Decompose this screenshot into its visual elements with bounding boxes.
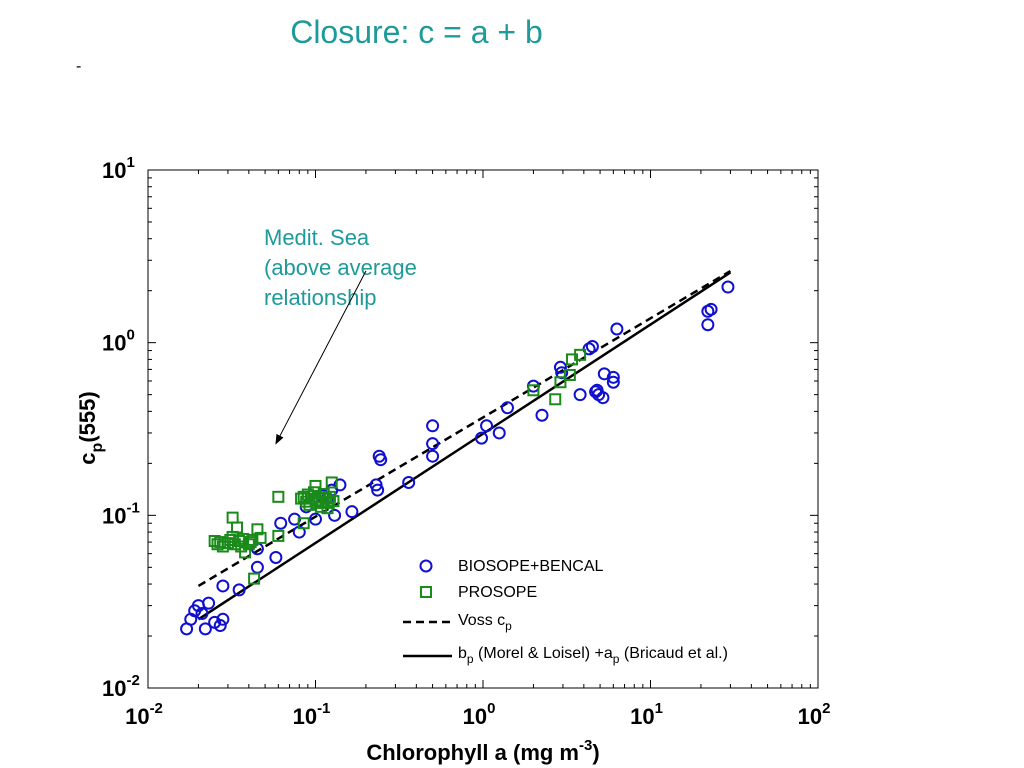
prosope-point — [549, 393, 562, 406]
prosope-point — [231, 521, 244, 534]
x-tick-label: 102 — [798, 700, 831, 729]
x-tick-label: 101 — [630, 700, 663, 729]
legend: BIOSOPE+BENCAL PROSOPE Voss cp​ bp​ (Morel … — [403, 558, 728, 666]
y-tick-label: 10-2 — [102, 672, 140, 701]
biosope-point — [374, 453, 388, 467]
x-tick-label: 10-1 — [293, 700, 331, 729]
prosope-point — [248, 572, 261, 585]
biosope-point — [402, 475, 416, 489]
biosope-point — [500, 401, 514, 415]
biosope-point — [585, 340, 599, 354]
biosope-point — [606, 375, 620, 389]
biosope-point — [328, 508, 342, 522]
biosope-point — [216, 579, 230, 593]
biosope-point — [535, 408, 549, 422]
biosope-point — [269, 550, 283, 564]
annotation-text: (above average — [264, 255, 417, 280]
biosope-point — [480, 419, 494, 433]
prosope-point — [563, 368, 576, 381]
annotation-text: Medit. Sea — [264, 225, 370, 250]
prosope-point — [297, 517, 310, 530]
biosope-point — [492, 426, 506, 440]
prosope-point — [554, 376, 567, 389]
biosope-point — [573, 388, 587, 402]
biosope-point — [701, 318, 715, 332]
biosope-point — [345, 505, 359, 519]
legend-marker-circle — [419, 559, 433, 573]
biosope-point — [195, 607, 209, 621]
biosope-point — [426, 419, 440, 433]
prosope-point — [325, 476, 338, 489]
prosope-point — [327, 495, 340, 508]
y-axis-label: cp(555) — [75, 391, 106, 464]
biosope-point — [610, 322, 624, 336]
biosope-point — [426, 437, 440, 451]
biosope-point — [250, 560, 264, 574]
biosope-point — [216, 612, 230, 626]
prosope-point — [272, 490, 285, 503]
voss-line — [197, 269, 732, 588]
legend-label: bp​ (Morel & Loisel) +ap​ (Bricaud et al… — [458, 645, 728, 666]
legend-label: PROSOPE — [458, 584, 537, 601]
prosope-point — [226, 511, 239, 524]
x-tick-label: 100 — [463, 700, 496, 729]
y-tick-label: 10-1 — [102, 499, 140, 528]
biosope-point — [721, 280, 735, 294]
annotation-text: relationship — [264, 285, 377, 310]
y-tick-label: 101 — [102, 154, 135, 183]
x-tick-label: 10-2 — [125, 700, 163, 729]
slide-title: Closure: c = a + b — [290, 14, 543, 50]
biosope-point — [704, 302, 718, 316]
model-line — [197, 271, 732, 621]
biosope-point — [202, 596, 216, 610]
legend-label: BIOSOPE+BENCAL — [458, 558, 603, 575]
prosope-point — [309, 479, 322, 492]
biosope-point — [606, 370, 620, 384]
biosope-point — [274, 516, 288, 530]
biosope-point — [553, 360, 567, 374]
biosope-point — [426, 449, 440, 463]
biosope-point — [232, 583, 246, 597]
prosope-point — [251, 523, 264, 536]
biosope-point — [213, 619, 227, 633]
prosope-point — [574, 348, 587, 361]
x-axis-label: Chlorophyll a (mg m-3) — [366, 737, 599, 765]
biosope-point — [371, 483, 385, 497]
prosope-point — [527, 384, 540, 397]
legend-marker-square — [420, 586, 432, 598]
biosope-point — [475, 431, 489, 445]
annotation-arrow — [275, 270, 367, 445]
biosope-point — [198, 622, 212, 636]
prosope-point — [254, 531, 267, 544]
y-tick-label: 100 — [102, 327, 135, 356]
biosope-point — [309, 512, 322, 526]
biosope-point — [369, 478, 383, 492]
slide-bullet: - — [76, 58, 82, 75]
prosope-point — [272, 529, 285, 542]
biosope-point — [596, 391, 610, 405]
legend-label: Voss cp​ — [458, 612, 512, 633]
biosope-point — [333, 478, 347, 492]
